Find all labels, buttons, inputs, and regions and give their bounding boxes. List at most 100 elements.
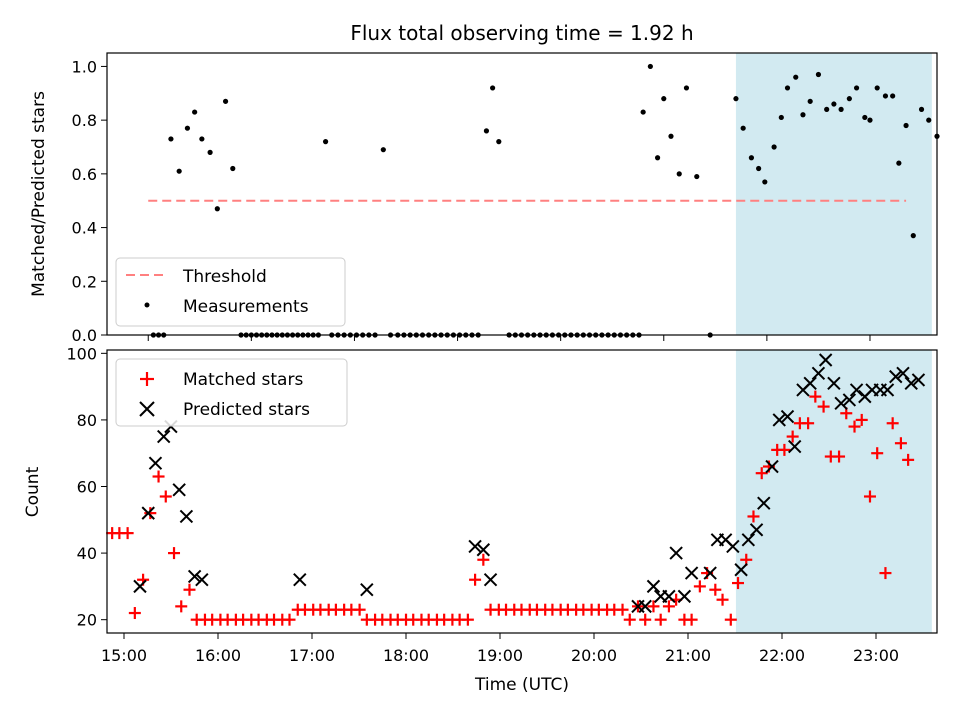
- predicted-star-point: [880, 383, 895, 397]
- matched-star-point: [902, 453, 915, 466]
- predicted-star-point: [818, 353, 833, 367]
- matched-star-point: [747, 510, 760, 523]
- predicted-star-point: [849, 383, 864, 397]
- matched-star-point: [724, 613, 737, 626]
- predicted-star-point: [772, 413, 786, 427]
- matched-star-point: [477, 553, 490, 566]
- predicted-star-point: [811, 366, 826, 381]
- bottom-legend-box: [115, 358, 348, 427]
- matched-star-point: [121, 527, 134, 540]
- x-tick-label: 17:00: [289, 646, 335, 665]
- matched-star-point: [183, 583, 196, 596]
- measurement-point: [676, 171, 682, 177]
- y-tick-label: 80: [77, 411, 97, 430]
- measurement-point: [815, 71, 822, 78]
- top-y-axis-label: Matched/Predicted stars: [29, 91, 49, 297]
- matched-star-point: [709, 583, 722, 596]
- matched-star-point: [855, 413, 868, 426]
- matched-star-point: [469, 573, 482, 586]
- predicted-star-point: [157, 429, 171, 444]
- predicted-star-point: [896, 366, 910, 381]
- matched-star-point: [693, 580, 706, 593]
- matched-star-point: [461, 613, 474, 626]
- x-tick-label: 22:00: [759, 646, 805, 665]
- matched-star-point: [654, 613, 667, 626]
- measurement-point: [756, 165, 762, 172]
- bottom-axes-frame: [106, 349, 938, 634]
- measurement-point: [918, 106, 925, 112]
- matched-star-point: [879, 567, 892, 580]
- measurement-point: [661, 96, 667, 102]
- y-tick-label: 0.0: [72, 326, 97, 345]
- measurement-point: [168, 136, 174, 142]
- predicted-star-point: [788, 439, 802, 454]
- matched-star-point: [886, 417, 899, 430]
- measurement-point: [230, 165, 236, 172]
- bottom-panel: 20 40 60 80 100 15:00 16:00 17:00 18:00 19:00 20:…: [23, 344, 938, 695]
- predicted-star-point: [172, 483, 186, 497]
- top-panel: 0.0 0.2 0.4 0.6 0.8 1.0 Matched/Predicted sta…: [29, 52, 940, 345]
- measurement-point: [831, 101, 837, 107]
- measurement-point: [668, 133, 674, 139]
- predicted-star-point: [476, 543, 491, 557]
- legend-matched-swatch: [140, 372, 154, 386]
- measurement-point: [748, 155, 755, 161]
- matched-star-point: [639, 613, 652, 626]
- y-tick-label: 0.8: [72, 111, 97, 130]
- measurement-point: [824, 106, 830, 112]
- predicted-star-point: [842, 393, 857, 407]
- measurement-point: [867, 117, 873, 123]
- matched-star-point: [871, 447, 884, 460]
- x-axis-label: Time (UTC): [474, 675, 569, 695]
- matched-star-point: [616, 603, 629, 616]
- predicted-star-point: [638, 599, 652, 614]
- top-axes-frame: [106, 52, 938, 336]
- x-tick-label: 16:00: [195, 646, 241, 665]
- predicted-star-point: [765, 459, 779, 474]
- measurement-point: [483, 128, 490, 134]
- legend-measurements-swatch: [144, 302, 150, 308]
- y-tick-label: 0.4: [72, 219, 97, 238]
- legend-threshold-label: Threshold: [182, 267, 267, 287]
- measurement-point: [322, 139, 329, 145]
- matched-star-point: [716, 593, 729, 606]
- predicted-star-point: [904, 376, 918, 391]
- matched-star-point: [175, 600, 188, 613]
- matched-star-point: [778, 443, 791, 456]
- predicted-star-point: [141, 506, 155, 520]
- legend-measurements-label: Measurements: [183, 297, 309, 317]
- measurement-point: [640, 109, 646, 115]
- predicted-star-point: [703, 566, 717, 580]
- matched-star-point: [894, 437, 907, 450]
- matched-star-point: [802, 417, 815, 430]
- predicted-star-point: [911, 373, 926, 387]
- predicted-star-point: [179, 509, 194, 524]
- measurement-point: [800, 112, 806, 118]
- measurement-point: [740, 125, 746, 131]
- predicted-star-point: [187, 569, 202, 584]
- chart-title: Flux total observing time = 1.92 h: [350, 21, 693, 45]
- matched-star-point: [817, 400, 830, 413]
- measurement-point: [654, 155, 661, 161]
- x-tick-label: 20:00: [571, 646, 617, 665]
- measurement-point: [192, 109, 198, 115]
- x-tick-label: 15:00: [101, 646, 147, 665]
- measurement-point: [733, 96, 739, 102]
- top-legend: Threshold Measurements: [115, 257, 346, 327]
- matched-star-point: [848, 420, 861, 433]
- matched-star-point: [833, 450, 846, 463]
- matched-star-point: [647, 600, 660, 613]
- measurement-point: [838, 106, 844, 112]
- measurement-point: [496, 139, 502, 145]
- predicted-star-point: [662, 589, 676, 604]
- measurement-point: [176, 168, 182, 174]
- legend-predicted-swatch: [139, 401, 155, 417]
- measurement-point: [896, 160, 902, 166]
- x-tick-label: 23:00: [853, 646, 899, 665]
- predicted-star-point: [734, 563, 748, 577]
- top-x-ticks: [147, 335, 871, 341]
- bottom-y-axis-label: Count: [23, 466, 43, 517]
- predicted-star-point: [757, 496, 771, 510]
- matched-star-point: [283, 613, 296, 626]
